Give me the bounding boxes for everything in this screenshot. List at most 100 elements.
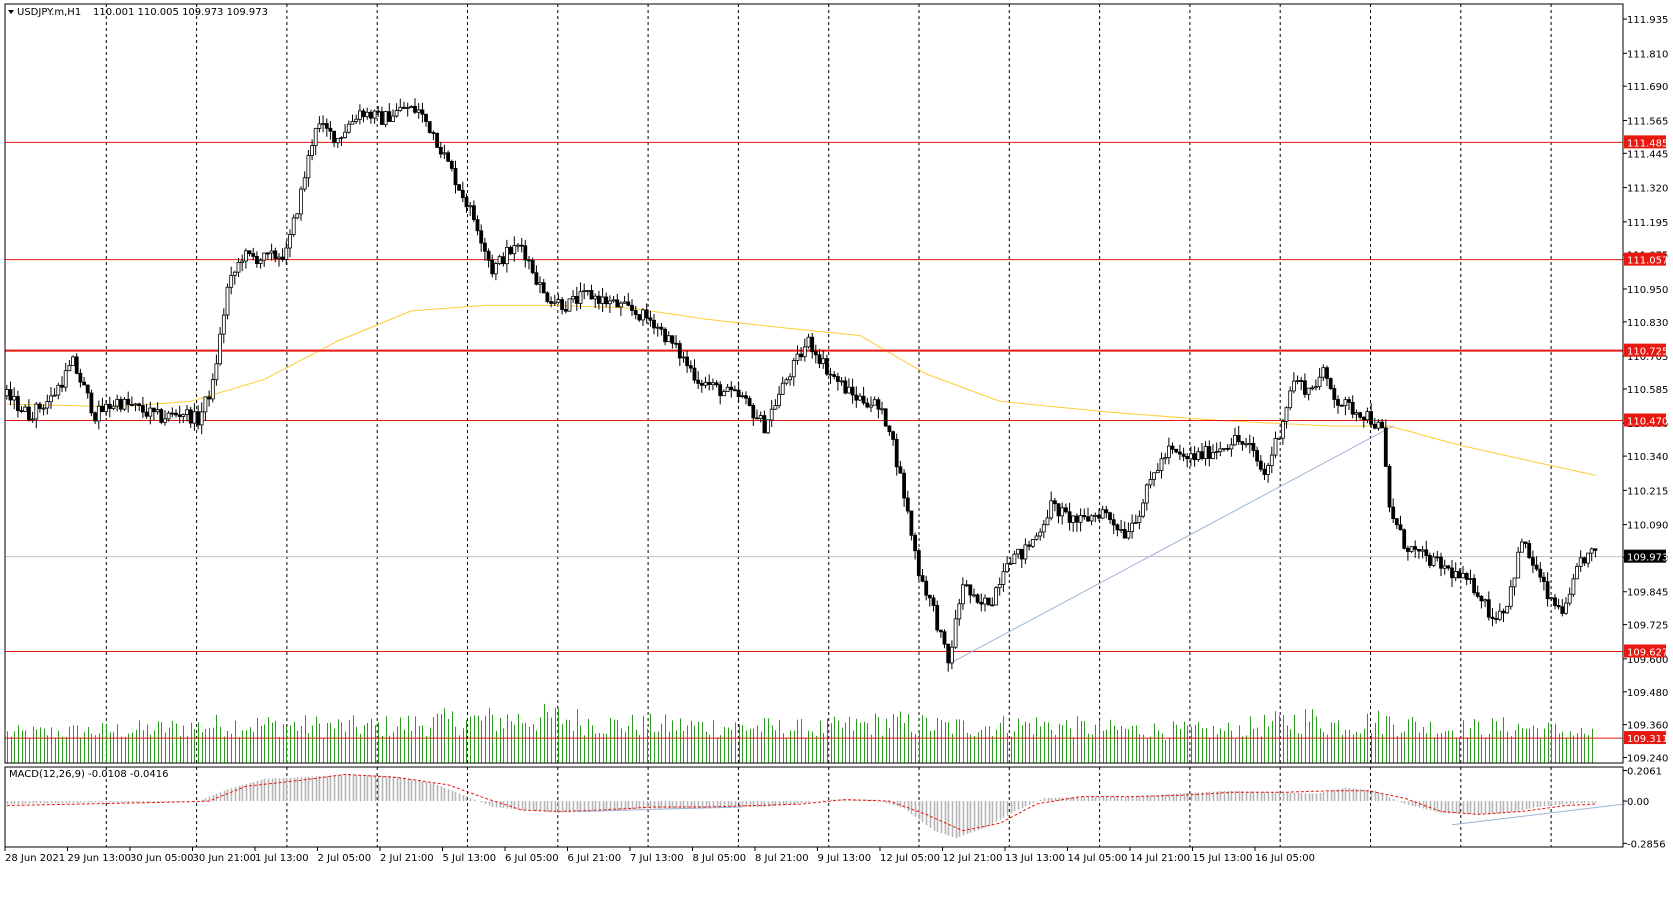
candle-body [887,425,892,433]
candle-body [41,407,46,410]
candle-body [1501,610,1506,614]
candle-body [1266,465,1270,475]
candle-body [574,295,579,304]
candle-body [343,131,348,138]
candle-body [549,301,553,304]
candle-body [1203,446,1208,460]
price-tick-label: 111.195 [1627,218,1668,229]
sma-line [6,304,1596,476]
price-tick-label: 109.725 [1627,621,1668,632]
candle-body [1222,447,1226,450]
candle-body [927,594,932,599]
candle-body [1310,387,1315,390]
candle-body [302,177,307,190]
ohlc-readout: 110.001 110.005 109.973 109.973 [93,7,268,18]
candle-body [758,415,763,419]
candle-body [740,395,745,398]
time-tick-label: 2 Jul 21:00 [380,853,434,864]
candle-body [144,411,149,417]
candle-body [126,398,131,405]
candle-body [681,356,686,359]
candle-body [975,594,980,603]
candle-body [1060,507,1065,517]
candle-body [512,245,517,255]
candle-body [843,380,848,394]
time-tick-label: 9 Jul 13:00 [818,853,872,864]
candle-body [1350,401,1355,415]
candle-body [185,409,189,415]
candle-body [170,412,175,415]
candle-body [19,410,24,413]
candle-body [8,389,13,401]
triangle-down-icon[interactable] [8,10,14,14]
price-tick-label: 110.705 [1627,352,1668,363]
candles [4,98,1598,672]
candle-body [107,403,112,409]
candle-body [1019,548,1024,560]
candle-body [284,247,289,260]
candle-body [1328,378,1333,390]
level-price-tag-bg [1624,343,1666,357]
candle-body [1409,546,1414,552]
candle-body [1108,512,1112,521]
candle-body [1008,563,1013,565]
candle-body [813,351,818,356]
horizontal-levels [5,141,1623,739]
candle-body [328,127,333,132]
candle-body [714,382,719,386]
candle-body [1380,421,1384,429]
candle-body [464,197,469,208]
candle-body [777,393,781,406]
candle-body [486,250,491,261]
candle-body [916,550,921,576]
candle-body [850,386,855,396]
candle-body [490,259,495,275]
candle-body [346,123,351,133]
candle-body [1442,565,1447,569]
price-tick-label: 109.845 [1627,588,1668,599]
candle-body [1523,541,1528,544]
candle-body [571,295,575,300]
candle-body [744,395,748,399]
candle-body [935,605,940,631]
candle-body [766,419,770,434]
candle-body [1174,448,1179,453]
sma-line [6,304,1596,476]
candle-body [677,343,682,359]
candle-body [1155,470,1160,474]
candle-body [1115,524,1120,531]
candle-body [306,155,311,179]
candle-body [504,246,509,265]
candle-body [1575,566,1579,580]
price-tick-label: 111.810 [1627,49,1668,60]
price-tick-label: 110.585 [1627,385,1668,396]
candle-body [902,472,906,499]
candle-body [1332,388,1337,400]
candle-body [89,392,94,414]
candle-body [243,250,248,262]
candle-body [802,346,807,358]
time-tick-label: 14 Jul 21:00 [1130,853,1190,864]
candle-body [563,308,568,312]
candle-body [1167,445,1171,458]
price-pane-frame [4,3,1624,764]
candle-body [354,118,359,122]
candle-body [1542,576,1546,583]
candle-body [711,382,715,386]
candle-body [453,167,458,186]
candle-body [1571,578,1576,595]
candle-body [836,376,840,382]
macd-tick-label: 0.00 [1627,797,1649,808]
candle-body [611,299,616,302]
candle-body [52,394,57,397]
candle-body [736,389,741,398]
candle-body [519,244,524,247]
candle-body [578,291,583,304]
candle-body [1413,546,1418,550]
candle-body [1067,511,1072,523]
candle-body [530,260,535,274]
candle-body [1295,380,1300,382]
candle-body [177,414,182,417]
